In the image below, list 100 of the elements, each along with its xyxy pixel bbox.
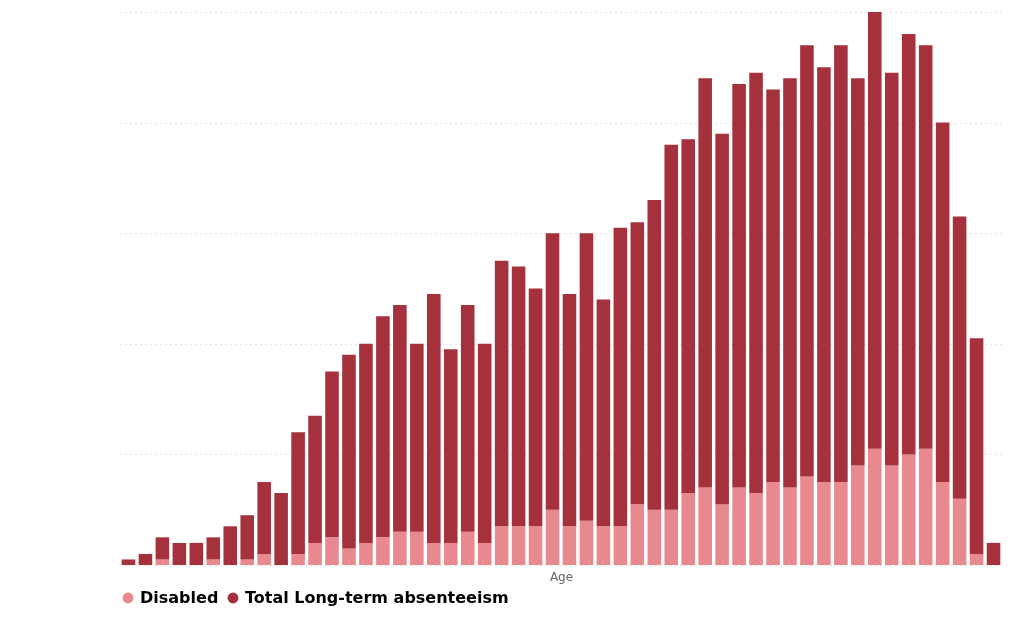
bar [562,526,577,565]
bar [901,454,916,565]
bar [274,493,288,565]
bar [460,305,475,532]
bar [783,78,797,488]
bar [664,509,679,565]
bar [732,83,746,488]
bar [935,122,950,483]
bar [969,338,984,554]
bar [511,266,526,527]
bar [511,526,526,565]
bar [783,487,797,565]
bar [342,548,356,565]
bar [952,216,967,499]
bar [443,349,458,543]
bar [477,542,492,565]
bar [935,482,950,565]
bar [766,482,780,565]
bar [681,139,695,494]
bar [376,537,390,565]
bar [308,415,322,543]
bar [291,432,305,554]
bar [291,553,305,565]
bar [359,542,373,565]
bar [342,354,356,549]
bar [868,448,882,565]
bar [376,316,390,538]
bar [952,498,967,565]
bar [698,487,712,565]
bar [325,537,339,565]
bar [121,559,136,565]
bar [545,233,560,510]
bar [664,144,679,510]
bar [240,515,254,560]
bar [732,487,746,565]
bar [817,67,831,483]
bar [427,542,441,565]
bar [800,476,814,565]
bar [918,45,933,449]
bar [834,482,848,565]
bar [359,343,373,543]
bar [138,553,153,565]
bar [155,537,170,560]
bar [206,537,221,560]
bar [749,72,763,494]
bar [715,133,729,505]
bar [189,542,204,565]
bar [494,260,509,527]
bar [901,34,916,455]
bar [562,294,577,527]
bar [884,465,899,565]
bar [918,448,933,565]
bar [172,542,187,565]
bar [528,526,543,565]
bar [851,465,865,565]
bar [986,542,1001,565]
bar [647,509,662,565]
bar [613,526,628,565]
bar [579,520,594,565]
bar [579,233,594,521]
bar [240,559,254,565]
bar [800,45,814,477]
bar [206,559,221,565]
bar [155,559,170,565]
bar [969,553,984,565]
bar [325,371,339,538]
bar [308,542,322,565]
bar [410,343,424,532]
x-axis-title: Age [549,569,574,584]
bar [766,89,780,483]
bar [613,227,628,527]
bar [884,72,899,466]
bar [410,531,424,565]
bar [257,553,271,565]
bar [223,526,238,565]
bar [393,531,407,565]
bar [868,12,882,449]
bar [749,493,763,565]
bar [630,504,645,565]
bar [477,343,492,543]
bar [851,78,865,466]
bar [427,294,441,543]
bar [834,45,848,483]
bar [443,542,458,565]
bar [647,200,662,510]
legend-label: Total Long-term absenteeism [245,588,509,607]
bar [630,222,645,505]
bar [596,299,611,527]
bar [715,504,729,565]
bar [817,482,831,565]
bar [698,78,712,488]
bar [681,493,695,565]
bar [257,482,271,554]
bar [494,526,509,565]
bar [460,531,475,565]
legend-label: Disabled [140,588,219,607]
bar [596,526,611,565]
bar [545,509,560,565]
bar [528,288,543,527]
bar [393,305,407,532]
